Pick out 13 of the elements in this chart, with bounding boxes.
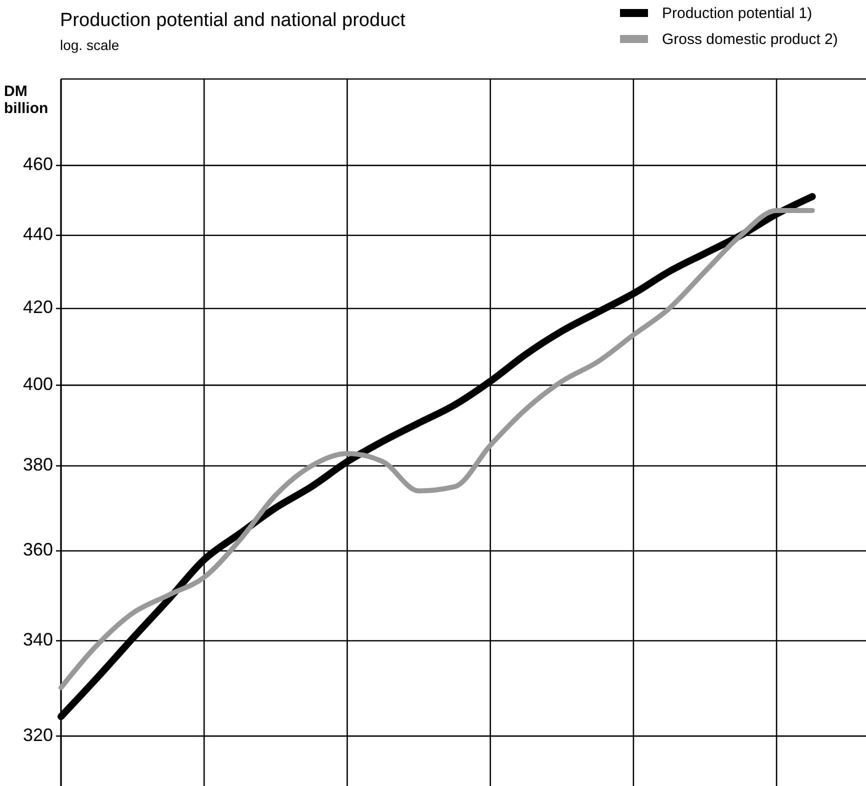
legend-label: Production potential 1) (662, 5, 812, 22)
y-tick-label: 420 (22, 297, 53, 318)
y-tick-label: 340 (22, 630, 53, 650)
y-tick-label: 380 (22, 454, 53, 475)
y-tick-label: 360 (22, 540, 53, 560)
legend-label: Gross domestic product 2) (662, 31, 838, 48)
y-tick-label: 460 (22, 154, 53, 174)
y-axis-title: DM billion (4, 83, 48, 117)
chart-subtitle: log. scale (60, 37, 120, 53)
y-tick-label: 320 (22, 724, 53, 745)
y-tick-label: 400 (22, 374, 53, 394)
chart-title: Production potential and national product (60, 10, 406, 31)
y-tick-label: 440 (22, 224, 53, 244)
